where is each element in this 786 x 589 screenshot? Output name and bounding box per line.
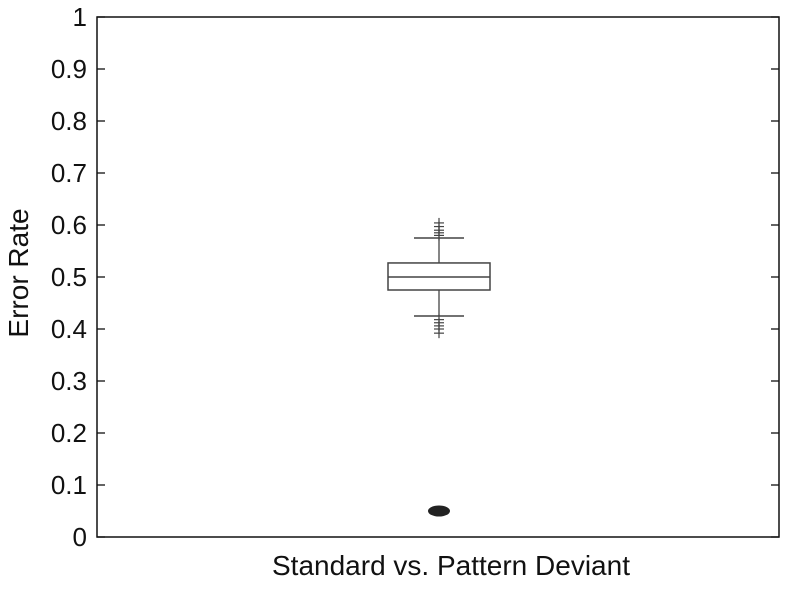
y-tick-label: 0.6: [51, 210, 87, 240]
y-axis-tick-labels: 0 0.1 0.2 0.3 0.4 0.5 0.6 0.7 0.8 0.9 1: [51, 2, 87, 552]
y-tick-label: 0.7: [51, 158, 87, 188]
y-tick-label: 0.4: [51, 314, 87, 344]
y-tick-label: 0: [73, 522, 87, 552]
y-tick-label: 0.8: [51, 106, 87, 136]
y-tick-label: 0.3: [51, 366, 87, 396]
y-tick-label: 1: [73, 2, 87, 32]
data-point: [428, 505, 450, 517]
y-tick-label: 0.5: [51, 262, 87, 292]
x-axis-label: Standard vs. Pattern Deviant: [272, 550, 630, 581]
outliers-group: [434, 217, 444, 339]
boxplot-group: [387, 237, 491, 317]
y-tick-label: 0.2: [51, 418, 87, 448]
y-tick-label: 0.1: [51, 470, 87, 500]
y-axis-ticks: [97, 16, 779, 538]
y-axis-label: Error Rate: [3, 208, 34, 337]
y-tick-label: 0.9: [51, 54, 87, 84]
